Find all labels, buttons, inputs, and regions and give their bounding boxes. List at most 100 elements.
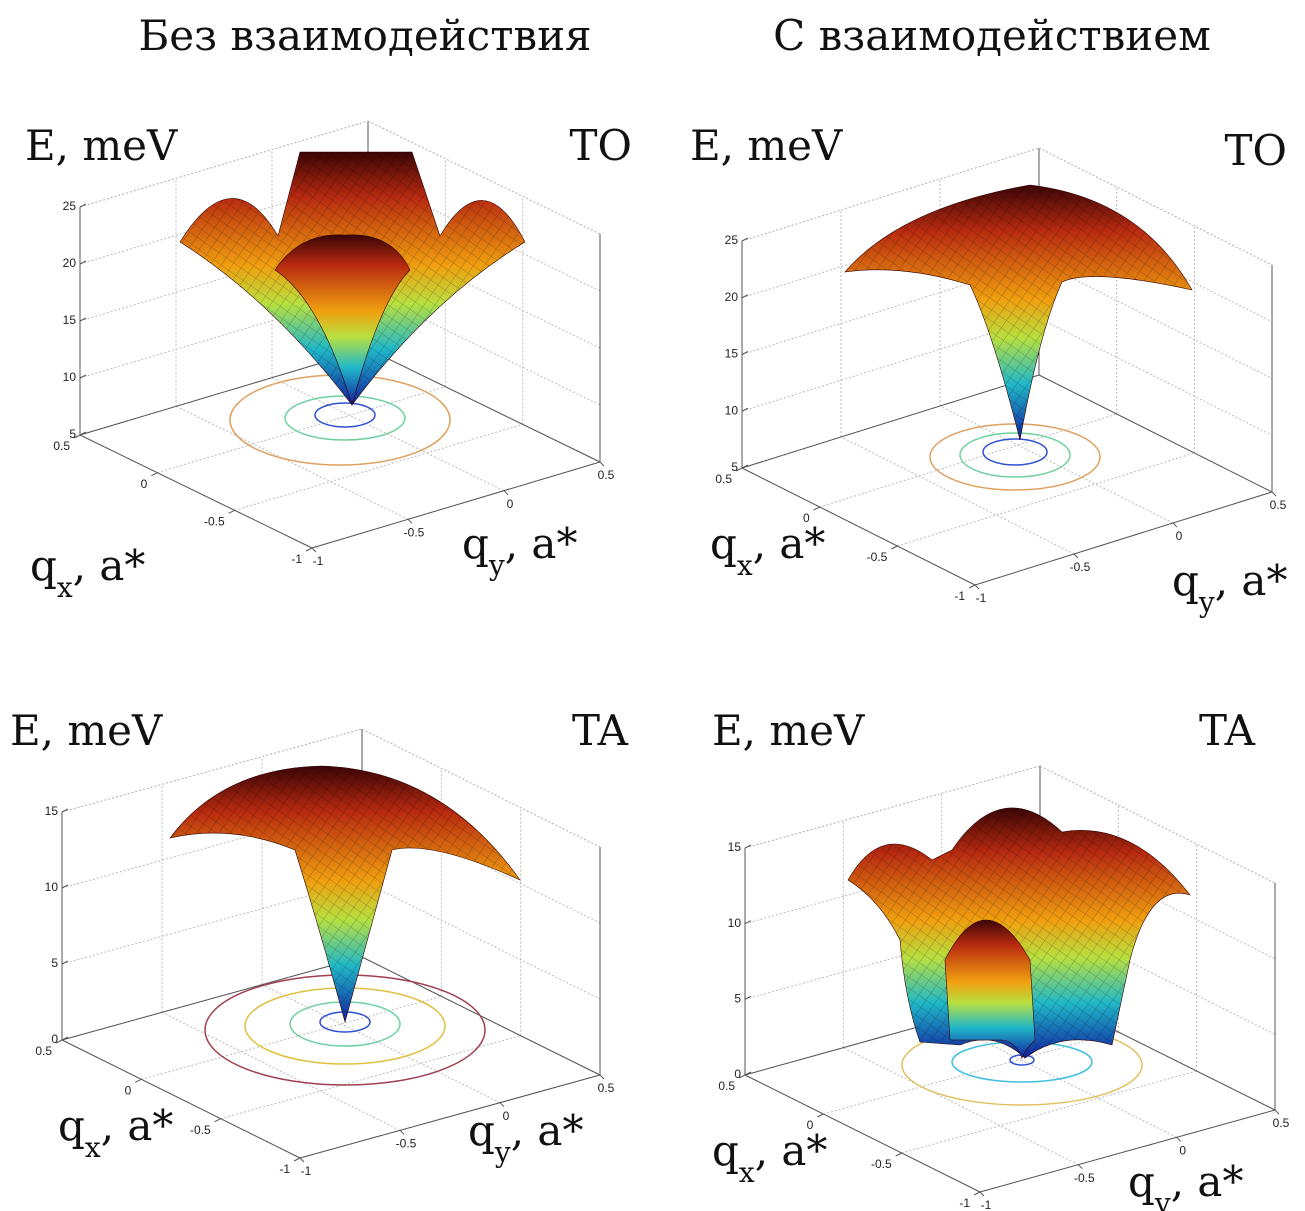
- tick-mark: [968, 584, 976, 589]
- tick-mark: [79, 317, 87, 322]
- y-axis-label-part: y: [494, 1136, 511, 1169]
- tick-mark: [741, 407, 749, 412]
- axis-edge: [1038, 147, 1273, 266]
- x-tick-label: 0.5: [715, 472, 732, 486]
- surface: [847, 807, 1191, 1059]
- y-tick-label: -0.5: [396, 1137, 417, 1151]
- x-tick-label: -0.5: [871, 1157, 892, 1171]
- x-tick-label: 0: [125, 1084, 132, 1098]
- axis-edge: [61, 956, 363, 1041]
- x-tick-label: -1: [959, 1196, 970, 1210]
- mode-label: TA: [572, 706, 629, 755]
- x-tick-label: 0: [803, 511, 810, 525]
- z-tick-label: 10: [63, 370, 77, 384]
- grid-line: [843, 1047, 1079, 1166]
- grid-line: [939, 405, 1174, 524]
- y-tick-label: 0.5: [598, 1081, 615, 1095]
- grid-line: [901, 1070, 1197, 1154]
- x-axis-label-part: x: [739, 1156, 755, 1189]
- z-tick-label: 25: [63, 199, 77, 213]
- grid-line: [744, 916, 1041, 1000]
- x-tick-label: 0.5: [53, 439, 70, 453]
- x-axis-label-part: , a*: [753, 519, 826, 568]
- mode-label: TO: [1225, 126, 1287, 175]
- z-tick-label: 20: [63, 256, 77, 270]
- z-tick-label: 10: [728, 916, 742, 930]
- grid-line: [367, 291, 601, 406]
- z-axis-label: E, meV: [712, 706, 865, 755]
- z-axis-label: E, meV: [10, 706, 163, 755]
- tick-mark: [817, 1113, 824, 1118]
- contour: [929, 423, 1101, 491]
- tick-mark: [407, 518, 413, 524]
- y-axis-label-part: y: [1154, 1187, 1171, 1211]
- tick-mark: [79, 431, 87, 436]
- grid-line: [261, 984, 501, 1104]
- z-axis-label: E, meV: [25, 121, 178, 170]
- x-axis-label-part: , a*: [101, 1101, 174, 1150]
- z-tick-label: 15: [728, 840, 742, 854]
- tick-mark: [891, 545, 898, 550]
- z-tick-label: 5: [51, 956, 58, 970]
- axis-edge: [79, 434, 313, 549]
- axis-edge: [367, 348, 601, 463]
- tick-mark: [79, 374, 87, 379]
- z-tick-label: 5: [69, 427, 76, 441]
- tick-mark: [741, 237, 749, 242]
- x-tick-label: 0: [141, 477, 148, 491]
- z-tick-label: 5: [734, 992, 741, 1006]
- y-tick-label: 0: [507, 497, 514, 511]
- contour: [959, 432, 1071, 478]
- y-tick-label: 0: [1179, 1144, 1186, 1158]
- axis-edge: [61, 1039, 301, 1159]
- tick-mark: [55, 1039, 63, 1044]
- grid-line: [1038, 261, 1273, 379]
- y-axis-label-part: q: [1128, 1157, 1155, 1206]
- y-tick-label: -0.5: [404, 526, 425, 540]
- y-axis-label-part: y: [488, 549, 505, 582]
- tick-mark: [1176, 1136, 1182, 1142]
- y-axis-label-part: , a*: [1171, 1157, 1244, 1206]
- y-axis-label: qy, a*: [1128, 1157, 1243, 1211]
- tick-mark: [399, 1129, 405, 1135]
- surface: [179, 151, 526, 407]
- tick-mark: [744, 995, 752, 1000]
- tick-mark: [744, 920, 752, 925]
- y-tick-label: 0: [503, 1109, 510, 1123]
- z-tick-label: 10: [725, 403, 739, 417]
- column-title: Без взаимодействия: [138, 11, 591, 60]
- axis-edge: [744, 765, 1041, 849]
- tick-mark: [1271, 491, 1277, 497]
- axis-edge: [311, 461, 601, 549]
- y-tick-label: -1: [301, 1164, 312, 1178]
- tick-mark: [735, 467, 743, 472]
- grid-line: [367, 234, 601, 349]
- y-tick-label: 0.5: [1273, 1116, 1290, 1130]
- x-axis-label-part: , a*: [73, 541, 146, 590]
- tick-mark: [599, 1074, 605, 1080]
- z-tick-label: 0: [734, 1067, 741, 1081]
- tick-mark: [741, 464, 749, 469]
- contour: [982, 438, 1048, 466]
- tick-mark: [1077, 1164, 1083, 1170]
- tick-mark: [1073, 553, 1079, 559]
- z-tick-label: 5: [731, 460, 738, 474]
- y-axis-label-part: , a*: [1215, 556, 1288, 605]
- tick-mark: [1274, 1109, 1280, 1115]
- z-tick-label: 10: [45, 880, 59, 894]
- y-axis-label-part: q: [1172, 556, 1199, 605]
- tick-mark: [599, 461, 605, 467]
- grid-line: [823, 1031, 1119, 1115]
- x-tick-label: -0.5: [204, 515, 225, 529]
- z-axis-label: E, meV: [690, 121, 843, 170]
- surface-mesh: [845, 185, 1192, 440]
- z-tick-label: 25: [725, 233, 739, 247]
- x-axis-label-part: q: [58, 1101, 85, 1150]
- tick-mark: [299, 1157, 305, 1163]
- x-tick-label: 0.5: [718, 1079, 735, 1093]
- tick-mark: [973, 1191, 981, 1196]
- surface-mesh: [170, 766, 520, 1022]
- tick-mark: [293, 1157, 301, 1162]
- x-axis-label: qx, a*: [710, 519, 825, 582]
